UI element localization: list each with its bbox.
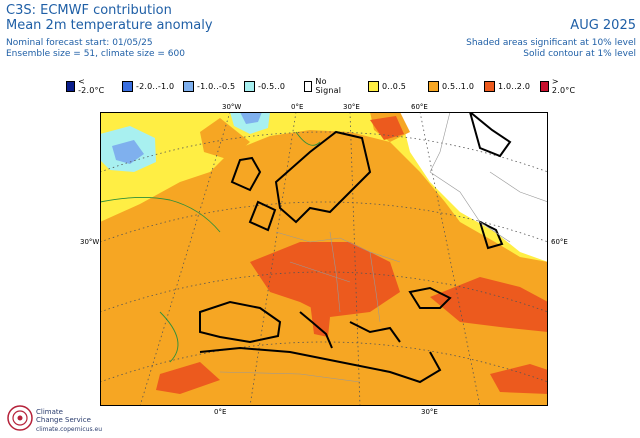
hot-area-italy xyxy=(310,302,330,337)
shaded-note: Shaded areas significant at 10% level xyxy=(466,38,636,48)
logo-line2: Change Service xyxy=(36,416,91,424)
logo-line1: Climate xyxy=(36,408,63,416)
title-line1: C3S: ECMWF contribution xyxy=(6,3,172,18)
legend-swatch xyxy=(66,80,76,92)
logo-text: Climate Change Service xyxy=(36,408,91,424)
title-line2: Mean 2m temperature anomaly xyxy=(6,18,213,33)
legend-swatch xyxy=(122,80,133,92)
contour-note: Solid contour at 1% level xyxy=(523,49,636,59)
legend-item-m2-m1: -2.0..-1.0 xyxy=(122,79,174,93)
legend-swatch xyxy=(244,80,255,92)
legend-label: No Signal xyxy=(315,77,342,95)
legend-item-1-2: 1.0..2.0 xyxy=(484,79,530,93)
legend-item-lt-m2: < -2.0°C xyxy=(66,77,106,95)
logo-url: climate.copernicus.eu xyxy=(36,426,103,433)
map-frame xyxy=(100,112,548,406)
legend-item-m05-0: -0.5..0 xyxy=(244,79,285,93)
warm-area-uk xyxy=(200,118,250,160)
lon-label-top-30w: 30°W xyxy=(222,103,242,111)
hot-area-caspian xyxy=(430,277,548,332)
lon-label-right-60e: 60°E xyxy=(551,238,568,246)
lon-label-top-0e: 0°E xyxy=(291,103,304,111)
legend-item-05-1: 0.5..1.0 xyxy=(428,79,474,93)
hot-area-europe xyxy=(250,242,400,317)
legend-label: > 2.0°C xyxy=(551,77,576,95)
legend-label: 0..0.5 xyxy=(382,81,407,91)
forecast-period: AUG 2025 xyxy=(570,18,636,33)
legend-label: 0.5..1.0 xyxy=(442,81,475,91)
legend-swatch xyxy=(368,80,379,92)
legend-item-gt-2: > 2.0°C xyxy=(540,77,577,95)
lon-label-bottom-0e: 0°E xyxy=(214,408,227,416)
legend-label: 1.0..2.0 xyxy=(498,81,531,91)
cool-area-core xyxy=(112,140,144,164)
legend-swatch xyxy=(304,80,313,92)
lon-label-left-30w: 30°W xyxy=(80,238,100,246)
legend-item-no-signal: No Signal xyxy=(304,77,344,95)
hot-area-africa-w xyxy=(156,362,220,394)
legend-swatch xyxy=(540,80,549,92)
copernicus-logo-icon xyxy=(7,405,33,431)
cool-area-north-core xyxy=(240,112,262,124)
lon-label-top-30e: 30°E xyxy=(343,103,360,111)
legend-swatch xyxy=(183,80,194,92)
country-borders xyxy=(219,112,548,383)
legend-swatch xyxy=(484,80,495,92)
legend-item-m1-m05: -1.0..-0.5 xyxy=(183,79,235,93)
legend-label: -0.5..0 xyxy=(258,81,286,91)
legend-label: -1.0..-0.5 xyxy=(197,81,236,91)
legend-label: -2.0..-1.0 xyxy=(136,81,175,91)
ensemble-size: Ensemble size = 51, climate size = 600 xyxy=(6,49,185,59)
graticule xyxy=(100,112,548,406)
forecast-start: Nominal forecast start: 01/05/25 xyxy=(6,38,153,48)
lon-label-bottom-30e: 30°E xyxy=(421,408,438,416)
lon-label-top-60e: 60°E xyxy=(411,103,428,111)
legend-label: < -2.0°C xyxy=(78,77,105,95)
legend-item-0-05: 0..0.5 xyxy=(368,79,406,93)
no-signal-area xyxy=(400,112,548,262)
anomaly-map xyxy=(100,112,548,406)
legend-swatch xyxy=(428,80,439,92)
hot-area-arabia xyxy=(490,364,548,394)
hot-area-scand xyxy=(370,116,404,140)
coastlines xyxy=(199,112,512,384)
significance-contour xyxy=(100,131,321,363)
